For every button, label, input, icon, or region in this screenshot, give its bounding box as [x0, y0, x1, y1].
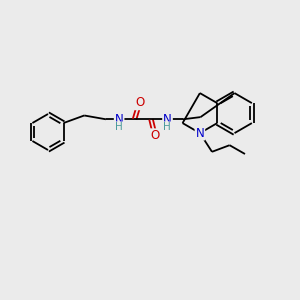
Text: O: O [150, 129, 160, 142]
Text: H: H [115, 122, 123, 132]
Text: N: N [163, 113, 172, 126]
Text: H: H [163, 122, 170, 132]
Text: N: N [115, 113, 124, 126]
Text: O: O [135, 96, 144, 109]
Text: N: N [196, 127, 204, 140]
